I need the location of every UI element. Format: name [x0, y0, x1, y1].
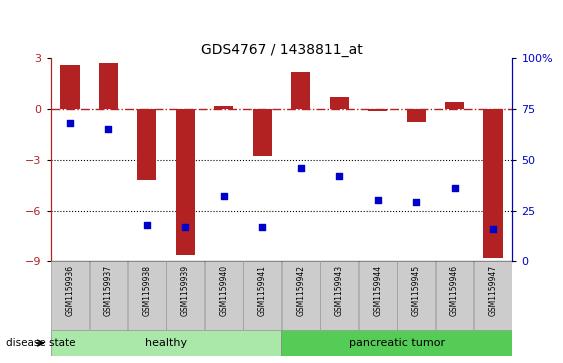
Text: GSM1159946: GSM1159946 — [450, 265, 459, 316]
Point — [142, 222, 151, 228]
Bar — [99, 63, 118, 109]
Bar — [329, 97, 349, 109]
Text: disease state: disease state — [6, 338, 75, 348]
Title: GDS4767 / 1438811_at: GDS4767 / 1438811_at — [200, 43, 363, 57]
Point — [412, 200, 421, 205]
Text: GSM1159941: GSM1159941 — [258, 265, 267, 316]
Point — [334, 173, 343, 179]
Point — [296, 165, 305, 171]
Point — [65, 120, 74, 126]
Bar — [368, 109, 387, 111]
Point — [373, 197, 382, 203]
Text: GSM1159936: GSM1159936 — [65, 265, 74, 316]
Bar — [128, 261, 166, 330]
Bar — [137, 109, 157, 180]
Text: GSM1159943: GSM1159943 — [335, 265, 343, 316]
Text: pancreatic tumor: pancreatic tumor — [349, 338, 445, 348]
Bar — [243, 261, 281, 330]
Text: GSM1159947: GSM1159947 — [489, 265, 498, 316]
Bar — [205, 261, 243, 330]
Bar — [359, 261, 396, 330]
Point — [219, 193, 229, 199]
Bar — [90, 261, 127, 330]
Bar — [291, 72, 310, 109]
Bar — [282, 261, 320, 330]
Point — [258, 224, 267, 230]
Text: healthy: healthy — [145, 338, 187, 348]
Bar — [445, 102, 464, 109]
Text: GSM1159944: GSM1159944 — [373, 265, 382, 316]
Text: GSM1159945: GSM1159945 — [412, 265, 421, 316]
Bar — [397, 261, 435, 330]
Point — [450, 185, 459, 191]
Point — [181, 224, 190, 230]
Text: GSM1159940: GSM1159940 — [220, 265, 228, 316]
Point — [489, 226, 498, 232]
Bar — [436, 261, 473, 330]
Bar — [51, 261, 89, 330]
Text: GSM1159942: GSM1159942 — [296, 265, 305, 316]
Bar — [484, 109, 503, 258]
Point — [104, 126, 113, 132]
Text: GSM1159938: GSM1159938 — [142, 265, 151, 316]
Bar — [253, 109, 272, 156]
Bar — [214, 106, 234, 109]
Bar — [282, 330, 512, 356]
Bar — [406, 109, 426, 122]
Bar — [176, 109, 195, 254]
Bar — [60, 65, 79, 109]
Bar — [51, 330, 282, 356]
Text: GSM1159937: GSM1159937 — [104, 265, 113, 316]
Bar — [320, 261, 358, 330]
Text: GSM1159939: GSM1159939 — [181, 265, 190, 316]
Bar — [167, 261, 204, 330]
Bar — [474, 261, 512, 330]
